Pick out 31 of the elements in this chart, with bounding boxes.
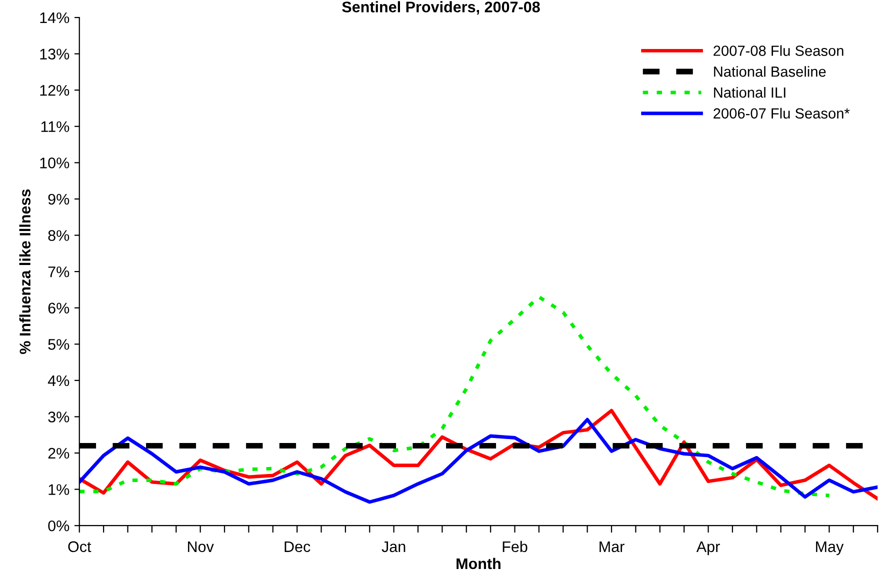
x-tick-label: Feb: [502, 540, 528, 552]
y-tick-label: 11%: [41, 121, 70, 132]
y-tick-label: 14%: [40, 12, 70, 24]
y-tick-label: 4%: [48, 375, 70, 386]
x-axis-title: Month: [456, 558, 500, 570]
legend-label: 2006-07 Flu Season*: [714, 108, 850, 119]
y-tick-label: 8%: [48, 230, 70, 241]
y-tick-label: 10%: [40, 158, 70, 168]
x-tick-label: Oct: [68, 541, 92, 552]
line-series: [79, 295, 831, 498]
y-axis-title: % Influenza like Illness: [19, 189, 31, 354]
x-tick-label: Dec: [284, 541, 310, 552]
x-tick-label: May: [816, 541, 844, 556]
y-tick-label: 7%: [48, 266, 70, 278]
y-tick-label: 12%: [40, 84, 70, 96]
y-tick-label: 1%: [48, 484, 70, 495]
legend-label: National ILI: [714, 87, 786, 98]
legend-label: National Baseline: [714, 66, 826, 77]
y-tick-label: 3%: [48, 412, 70, 422]
y-tick-label: 6%: [48, 302, 70, 314]
x-tick-label: Nov: [188, 541, 214, 552]
x-tick-label: Mar: [600, 541, 624, 552]
x-tick-label: Apr: [696, 541, 720, 556]
y-tick-label: 5%: [48, 339, 70, 350]
y-tick-label: 2%: [48, 448, 70, 459]
y-tick-label: 9%: [48, 194, 70, 205]
legend-label: 2007-08 Flu Season: [714, 45, 844, 56]
y-tick-label: 0%: [48, 520, 70, 532]
chart-title: Sentinel Providers, 2007-08: [342, 1, 540, 15]
x-tick-label: Jan: [382, 541, 406, 552]
y-tick-label: 13%: [40, 48, 70, 60]
